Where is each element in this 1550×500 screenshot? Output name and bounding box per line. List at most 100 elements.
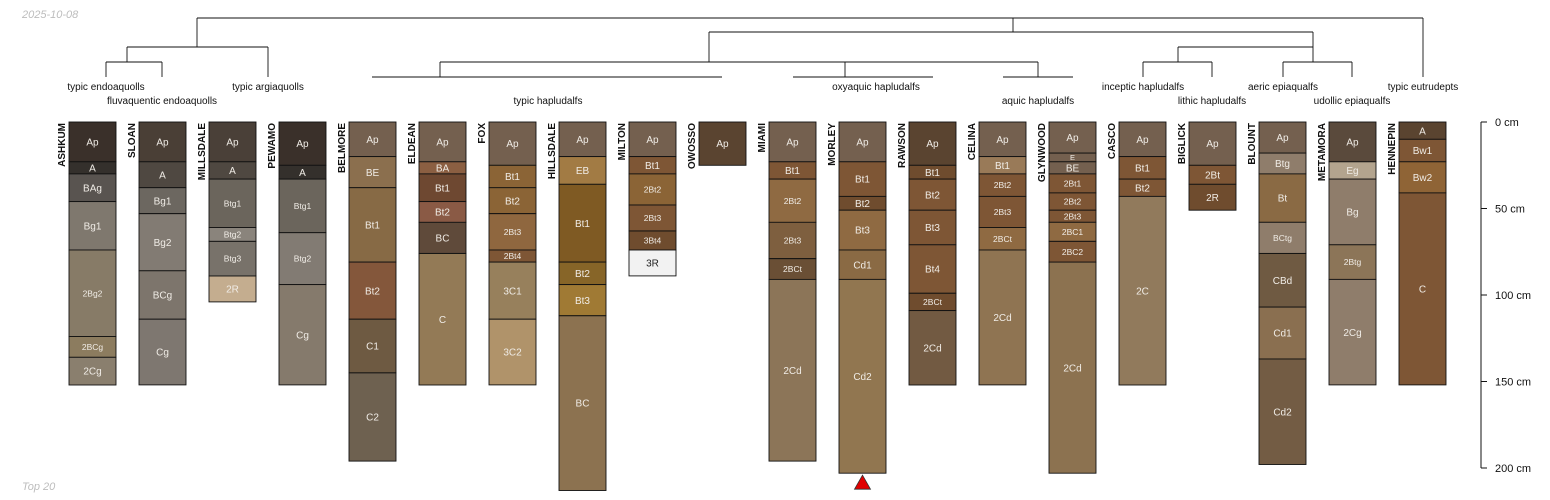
horizon-label: BE xyxy=(1066,163,1080,174)
axis-tick-label: 50 cm xyxy=(1495,204,1525,216)
horizon-label: 2BC1 xyxy=(1062,227,1084,237)
horizon-label: 2Bt2 xyxy=(1064,197,1082,207)
horizon-label: Eg xyxy=(1346,166,1358,177)
profile-name: PEWAMO xyxy=(267,123,278,169)
taxon-label: fluvaquentic endoaquolls xyxy=(107,96,217,107)
horizon-label: Ap xyxy=(1276,133,1289,144)
horizon-label: Btg1 xyxy=(294,201,312,211)
horizon xyxy=(138,213,187,272)
taxon-label: aquic hapludalfs xyxy=(1002,96,1074,107)
horizon-label: 2Bt3 xyxy=(784,236,802,246)
horizon-label: 2Cd xyxy=(923,343,941,354)
profile-miami: Ap Bt1 2Bt2 2Bt3 2BCt 2Cd MIAMI xyxy=(757,121,817,462)
horizon-label: Ap xyxy=(996,135,1009,146)
horizon-label: Bg1 xyxy=(84,221,102,232)
horizon-label: Ap xyxy=(296,139,309,150)
horizon xyxy=(1188,121,1237,166)
horizon-label: Bt2 xyxy=(1135,183,1150,194)
horizon-label: Bt3 xyxy=(925,223,940,234)
profile-belmore: Ap BE Bt1 Bt2 C1 C2 BELMORE xyxy=(337,121,397,462)
horizon-label: Bt2 xyxy=(505,196,520,207)
taxon-label: lithic hapludalfs xyxy=(1178,96,1246,107)
horizon-label: Bt1 xyxy=(925,168,940,179)
horizon xyxy=(138,161,187,189)
horizon-label: BE xyxy=(366,168,380,179)
horizon xyxy=(628,121,677,158)
horizon-label: 2C xyxy=(1136,286,1149,297)
profile-celina: Ap Bt1 2Bt2 2Bt3 2BCt 2Cd CELINA xyxy=(967,121,1027,386)
profile-name: ELDEAN xyxy=(407,123,418,164)
profile-morley: Ap Bt1 Bt2 Bt3 Cd1 Cd2 MORLEY xyxy=(827,121,887,490)
profile-blount: Ap Btg Bt BCtg CBd Cd1 Cd2 BLOUNT xyxy=(1247,121,1307,465)
horizon xyxy=(278,178,327,234)
horizon xyxy=(488,318,537,386)
horizon-label: Bt xyxy=(1278,194,1288,205)
horizon-label: Ap xyxy=(86,138,99,149)
horizon-label: Ap xyxy=(646,135,659,146)
horizon-label: BA xyxy=(436,163,450,174)
horizon xyxy=(1118,195,1167,386)
horizon xyxy=(1258,253,1307,308)
horizon-label: Bt4 xyxy=(925,265,940,276)
profile-hennepin: A Bw1 Bw2 C HENNEPIN xyxy=(1387,121,1447,386)
horizon xyxy=(68,249,117,337)
horizon-label: Bt3 xyxy=(575,296,590,307)
horizon xyxy=(1398,161,1447,194)
horizon-label: Cg xyxy=(296,330,309,341)
horizon-label: 2Bt3 xyxy=(1064,211,1082,221)
horizon xyxy=(488,261,537,320)
horizon-label: Ap xyxy=(856,138,869,149)
horizon-label: Bt1 xyxy=(785,166,800,177)
horizon-label: A xyxy=(89,163,96,174)
horizon xyxy=(908,178,957,211)
profile-name: MILTON xyxy=(617,123,628,160)
horizon xyxy=(558,315,607,491)
profile-pewamo: Ap A Btg1 Btg2 Cg PEWAMO xyxy=(267,121,327,386)
axis-tick-label: 200 cm xyxy=(1495,463,1531,475)
horizon-label: Ap xyxy=(576,135,589,146)
horizon xyxy=(488,121,537,166)
horizon-label: 2R xyxy=(1206,193,1219,204)
horizon xyxy=(1048,261,1097,474)
horizon-label: Ap xyxy=(1346,138,1359,149)
horizon-label: C2 xyxy=(366,413,379,424)
taxon-label: typic endoaquolls xyxy=(67,82,144,93)
horizon xyxy=(838,121,887,163)
horizon-label: Ap xyxy=(506,139,519,150)
horizon-label: Bt2 xyxy=(855,199,870,210)
horizon-label: Cg xyxy=(156,348,169,359)
horizon xyxy=(348,261,397,320)
horizon xyxy=(278,284,327,386)
horizon xyxy=(838,249,887,280)
horizon xyxy=(978,195,1027,228)
profile-fox: Ap Bt1 Bt2 2Bt3 2Bt4 3C1 3C2 FOX xyxy=(477,121,537,386)
horizon xyxy=(1258,121,1307,154)
profile-owosso: Ap OWOSSO xyxy=(687,121,747,169)
horizon-label: A xyxy=(299,168,306,179)
horizon-label: Bt1 xyxy=(365,221,380,232)
dendrogram xyxy=(105,17,1424,78)
horizon-label: Bw1 xyxy=(1413,146,1433,157)
horizon-label: 2Bt2 xyxy=(994,180,1012,190)
horizon xyxy=(1328,244,1377,280)
horizon-label: Ap xyxy=(226,138,239,149)
horizon xyxy=(558,183,607,263)
horizon-label: 2BCg xyxy=(82,342,104,352)
horizon-label: Ap xyxy=(436,138,449,149)
horizon-label: 2Bt2 xyxy=(644,185,662,195)
profile-name: ASHKUM xyxy=(57,123,68,167)
profile-casco: Ap Bt1 Bt2 2C CASCO xyxy=(1107,121,1167,386)
horizon-label: 2BCt xyxy=(783,264,803,274)
horizon-label: Ap xyxy=(716,139,729,150)
profile-name: BLOUNT xyxy=(1247,123,1258,165)
profile-name: HENNEPIN xyxy=(1387,123,1398,175)
horizon xyxy=(278,232,327,286)
taxon-label: typic eutrudepts xyxy=(1388,82,1459,93)
horizon-label: A xyxy=(229,166,236,177)
horizon xyxy=(1188,183,1237,211)
horizon-label: Bg2 xyxy=(154,238,172,249)
horizon-label: Cd2 xyxy=(1273,407,1292,418)
horizon-label: A xyxy=(1419,126,1426,137)
horizon-label: Ap xyxy=(1136,135,1149,146)
horizon-label: Bt2 xyxy=(435,208,450,219)
